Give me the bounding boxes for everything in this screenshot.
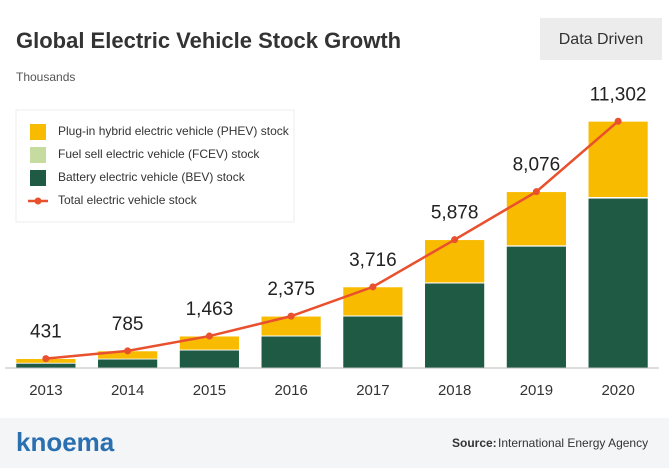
legend-swatch [30,170,46,186]
bar [587,197,649,369]
bar [260,335,322,369]
data-label: 5,878 [431,203,479,224]
line-point [287,312,295,320]
bar [424,282,486,369]
line [45,120,619,360]
data-label: 431 [30,322,62,343]
data-label: 3,716 [349,250,397,271]
x-tick-label: 2013 [29,382,62,399]
data-label: 8,076 [513,155,561,176]
legend-point [34,197,42,205]
chart-subtitle: Thousands [16,70,75,84]
x-tick-label: 2017 [356,382,389,399]
x-tick-label: 2014 [111,382,144,399]
x-tick-label: 2016 [274,382,307,399]
legend-swatch [30,124,46,140]
line-point [532,188,540,196]
bar [342,286,404,317]
bar [505,191,567,247]
data-label: 1,463 [186,299,234,320]
bar [342,315,404,369]
x-tick-label: 2015 [193,382,226,399]
bar [505,245,567,369]
badge-bg [540,18,662,60]
bar [587,120,649,198]
line-point [369,283,377,291]
line-point [42,355,50,363]
bar [15,362,77,369]
line-point [614,117,622,125]
legend-box [15,109,295,223]
x-tick-label: 2020 [601,382,634,399]
legend-label: Total electric vehicle stock [58,193,198,207]
line-point [451,236,459,244]
footer-bg [0,418,669,468]
x-tick-label: 2018 [438,382,471,399]
bar [97,358,159,369]
source-label: Source: [452,436,497,450]
chart-title: Global Electric Vehicle Stock Growth [16,28,401,53]
bar [424,239,486,284]
x-tick-label: 2019 [520,382,553,399]
data-label: 785 [112,314,144,335]
brand: knoema [16,427,115,457]
legend-label: Fuel sell electric vehicle (FCEV) stock [58,147,260,161]
line-point [124,347,132,355]
data-label: 11,302 [590,84,647,105]
source: International Energy Agency [498,436,648,450]
bar [178,349,240,369]
badge: Data Driven [559,31,643,48]
data-label: 2,375 [267,279,315,300]
line-point [205,332,213,340]
legend-label: Plug-in hybrid electric vehicle (PHEV) s… [58,124,290,138]
legend-label: Battery electric vehicle (BEV) stock [58,170,246,184]
legend-swatch [30,147,46,163]
